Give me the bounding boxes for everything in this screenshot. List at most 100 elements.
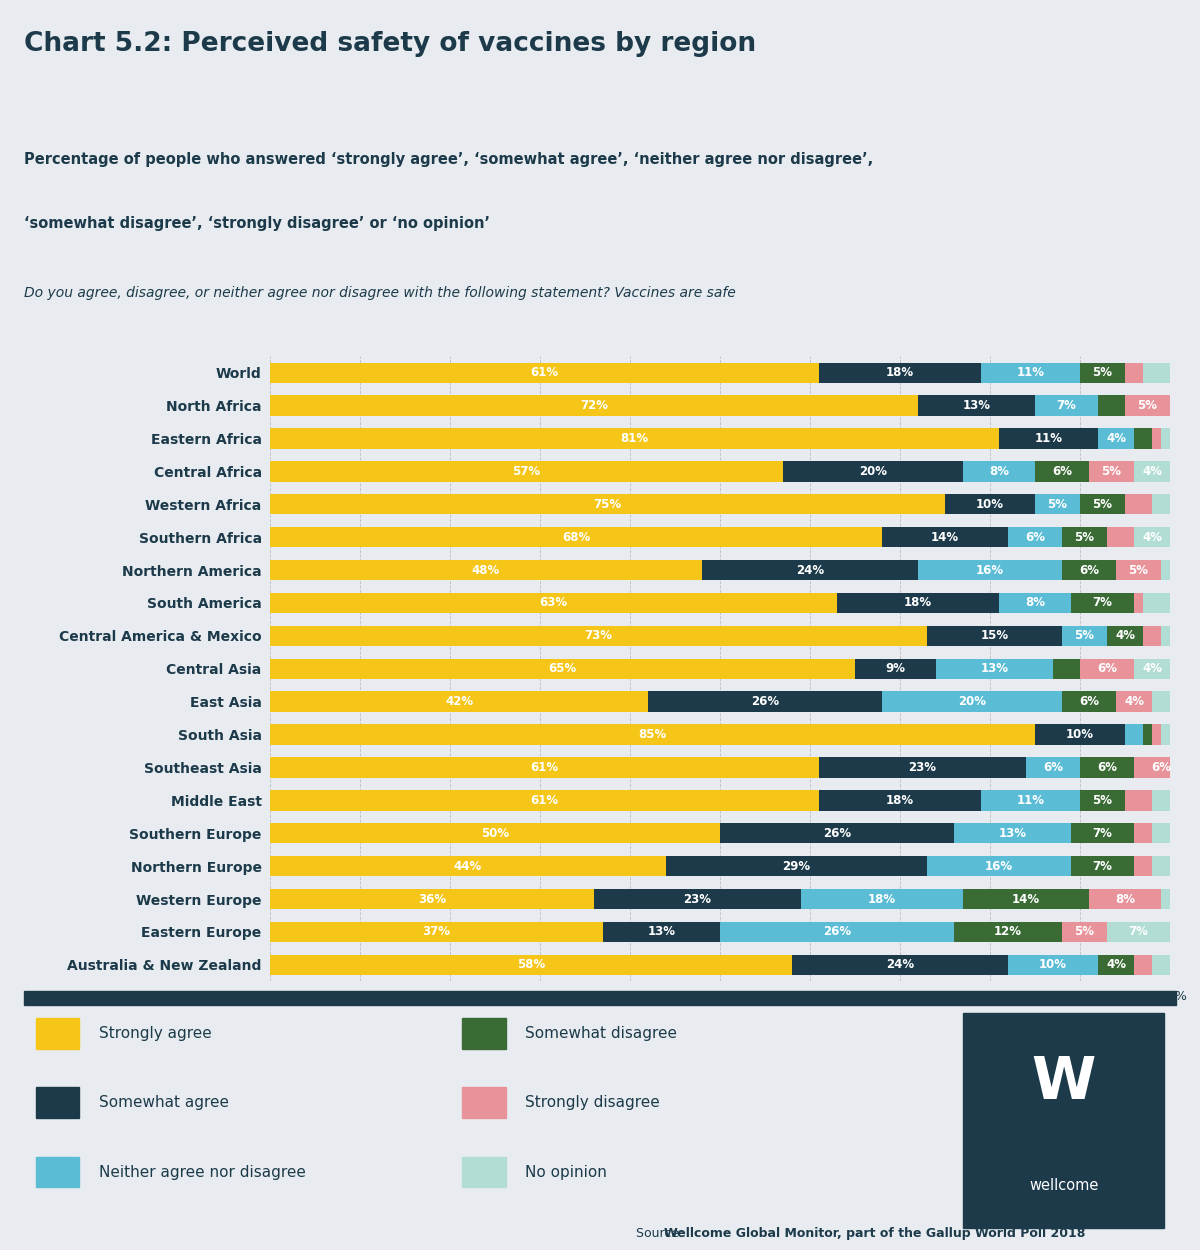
Bar — [1152, 724, 1162, 745]
Bar — [36, 1019, 79, 1049]
Text: 11%: 11% — [1016, 366, 1044, 379]
Text: 6%: 6% — [1079, 695, 1099, 709]
Bar — [1072, 822, 1134, 844]
Bar — [1062, 921, 1108, 942]
Text: 5%: 5% — [1102, 465, 1122, 478]
Bar — [1134, 758, 1188, 778]
Text: 7%: 7% — [1128, 925, 1148, 939]
Bar — [838, 592, 998, 614]
Text: Somewhat agree: Somewhat agree — [98, 1095, 229, 1110]
Bar — [462, 1088, 505, 1119]
Bar — [1152, 494, 1170, 515]
Text: 5%: 5% — [1128, 564, 1148, 576]
Text: 7%: 7% — [1092, 826, 1112, 840]
Text: 65%: 65% — [548, 662, 577, 675]
Bar — [1072, 856, 1134, 876]
Bar — [270, 691, 648, 711]
Text: 13%: 13% — [980, 662, 1008, 675]
Bar — [1062, 560, 1116, 580]
Text: 18%: 18% — [904, 596, 932, 610]
Text: 9%: 9% — [886, 662, 906, 675]
Bar — [270, 494, 946, 515]
Bar — [270, 955, 792, 975]
Bar — [1098, 429, 1134, 449]
Text: 6%: 6% — [1097, 761, 1117, 774]
Text: 18%: 18% — [886, 366, 914, 379]
Text: 73%: 73% — [584, 629, 612, 642]
Bar — [1062, 691, 1116, 711]
Text: wellcome: wellcome — [1028, 1178, 1098, 1192]
Bar — [1098, 395, 1126, 416]
Text: 16%: 16% — [976, 564, 1004, 576]
Bar — [1026, 758, 1080, 778]
Bar — [982, 790, 1080, 810]
Bar — [1162, 889, 1170, 909]
Bar — [1108, 528, 1134, 548]
Text: 48%: 48% — [472, 564, 500, 576]
Bar — [270, 626, 928, 646]
Text: W: W — [1032, 1054, 1096, 1110]
Bar — [1142, 362, 1170, 382]
Bar — [818, 790, 982, 810]
Bar — [1080, 790, 1126, 810]
Text: 4%: 4% — [1115, 629, 1135, 642]
Text: 5%: 5% — [1074, 629, 1094, 642]
Bar — [270, 659, 854, 679]
Text: 13%: 13% — [962, 399, 990, 412]
Bar — [918, 560, 1062, 580]
Text: 8%: 8% — [989, 465, 1009, 478]
Bar — [818, 758, 1026, 778]
Bar — [36, 1156, 79, 1188]
Bar — [594, 889, 802, 909]
Text: 37%: 37% — [422, 925, 450, 939]
Text: 57%: 57% — [512, 465, 540, 478]
Bar — [270, 790, 818, 810]
Text: 5%: 5% — [1092, 498, 1112, 511]
Text: 29%: 29% — [782, 860, 810, 872]
Text: 6%: 6% — [1052, 465, 1072, 478]
Text: 13%: 13% — [998, 826, 1026, 840]
Text: 4%: 4% — [1124, 695, 1144, 709]
Bar — [1034, 494, 1080, 515]
Bar — [270, 429, 998, 449]
Bar — [962, 1013, 1164, 1229]
Bar — [1126, 494, 1152, 515]
Bar — [1142, 626, 1162, 646]
Bar — [928, 626, 1062, 646]
Text: 10%: 10% — [976, 498, 1004, 511]
Bar — [1080, 758, 1134, 778]
Text: 11%: 11% — [1034, 432, 1062, 445]
Text: 72%: 72% — [580, 399, 608, 412]
Bar — [998, 429, 1098, 449]
Text: 7%: 7% — [1092, 596, 1112, 610]
Text: Neither agree nor disagree: Neither agree nor disagree — [98, 1165, 306, 1180]
Text: 5%: 5% — [1074, 925, 1094, 939]
Text: 14%: 14% — [1012, 892, 1040, 905]
Bar — [270, 758, 818, 778]
Text: 6%: 6% — [1043, 761, 1063, 774]
Bar — [1108, 921, 1170, 942]
Bar — [1152, 790, 1170, 810]
Text: 26%: 26% — [823, 925, 851, 939]
Bar — [1126, 790, 1152, 810]
Text: 50%: 50% — [481, 826, 509, 840]
Text: 5%: 5% — [1048, 498, 1068, 511]
Text: 5%: 5% — [1092, 366, 1112, 379]
Text: 42%: 42% — [445, 695, 473, 709]
Bar — [936, 659, 1054, 679]
Text: Strongly agree: Strongly agree — [98, 1026, 211, 1041]
Bar — [964, 461, 1034, 481]
Bar — [1080, 362, 1126, 382]
Text: 4%: 4% — [1142, 662, 1162, 675]
Bar — [1152, 955, 1170, 975]
Text: 23%: 23% — [908, 761, 936, 774]
Bar — [1162, 560, 1170, 580]
Bar — [462, 1156, 505, 1188]
Bar — [1134, 955, 1152, 975]
Text: 23%: 23% — [684, 892, 712, 905]
Text: 61%: 61% — [530, 794, 558, 806]
Bar — [1134, 659, 1170, 679]
Text: 5%: 5% — [1138, 399, 1158, 412]
Bar — [1162, 724, 1178, 745]
Bar — [1116, 560, 1162, 580]
